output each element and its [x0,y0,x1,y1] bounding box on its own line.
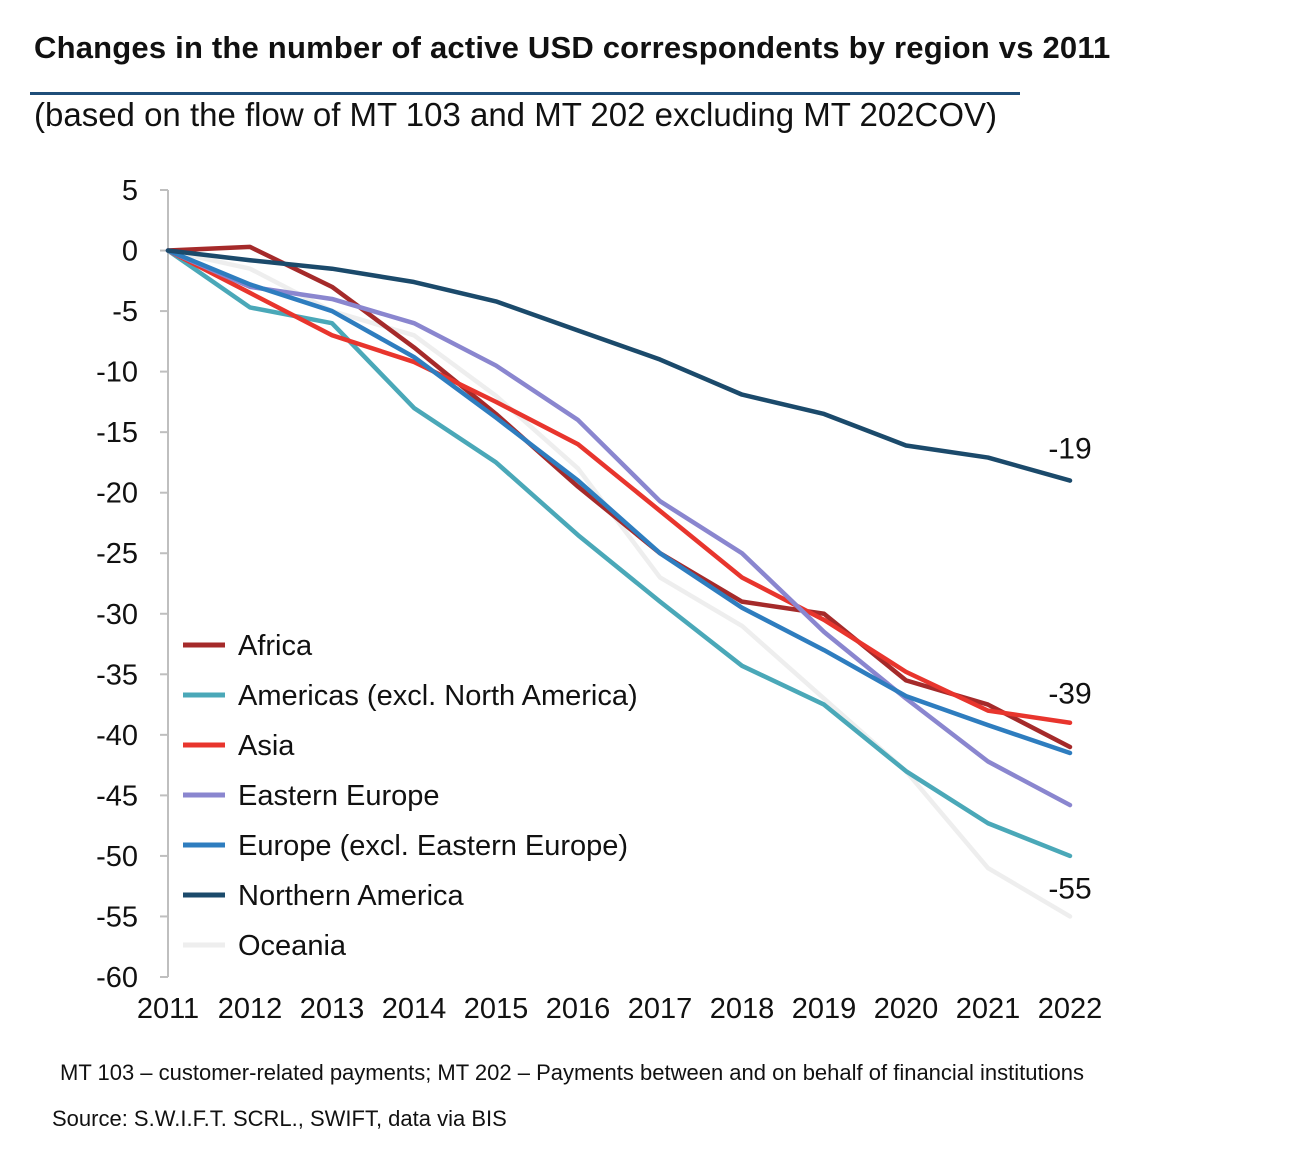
legend-label: Asia [238,730,295,762]
y-tick-label: -15 [96,417,138,449]
x-tick-label: 2018 [710,993,775,1025]
x-tick-label: 2020 [874,993,939,1025]
series-line-eastern-europe [165,248,1073,808]
y-tick-label: -40 [96,720,138,752]
series-line-asia [165,248,1073,725]
x-tick-label: 2017 [628,993,693,1025]
y-tick-label: -45 [96,780,138,812]
x-tick-label: 2011 [137,993,199,1025]
y-tick-label: -50 [96,841,138,873]
end-value-label: -19 [1048,433,1091,466]
y-tick-label: 0 [122,236,138,268]
legend-label: Oceania [238,930,347,962]
legend-label: Europe (excl. Eastern Europe) [238,830,628,862]
footnote: MT 103 – customer-related payments; MT 2… [60,1060,1084,1085]
end-value-label: -55 [1048,872,1091,905]
x-tick-label: 2021 [956,993,1021,1025]
series-line-northern-america [165,248,1073,483]
y-tick-label: -30 [96,599,138,631]
series-line-africa [165,244,1073,750]
series-line-oceania [165,248,1073,919]
x-tick-label: 2014 [382,993,447,1025]
y-tick-label: -60 [96,962,138,994]
y-tick-label: -10 [96,357,138,389]
y-tick-label: -5 [112,296,138,328]
legend-label: Africa [238,630,313,662]
y-tick-label: -55 [96,901,138,933]
x-tick-label: 2012 [218,993,283,1025]
x-tick-label: 2019 [792,993,857,1025]
y-tick-label: -25 [96,538,138,570]
x-tick-label: 2022 [1038,993,1103,1025]
source-note: Source: S.W.I.F.T. SCRL., SWIFT, data vi… [52,1106,507,1131]
title-underline [30,92,1020,95]
y-tick-label: -35 [96,659,138,691]
chart-title: Changes in the number of active USD corr… [34,30,1111,65]
y-tick-label: 5 [122,175,138,207]
x-tick-label: 2015 [464,993,529,1025]
end-value-label: -39 [1048,678,1091,711]
series-line-europe-excl-eastern-europe [165,248,1073,756]
x-tick-label: 2016 [546,993,611,1025]
legend-label: Northern America [238,880,465,912]
legend-label: Americas (excl. North America) [238,680,638,712]
series-line-americas-excl-north-america [165,248,1073,859]
y-tick-label: -20 [96,478,138,510]
legend-label: Eastern Europe [238,780,440,812]
chart-subtitle: (based on the flow of MT 103 and MT 202 … [34,96,998,133]
x-tick-label: 2013 [300,993,365,1025]
